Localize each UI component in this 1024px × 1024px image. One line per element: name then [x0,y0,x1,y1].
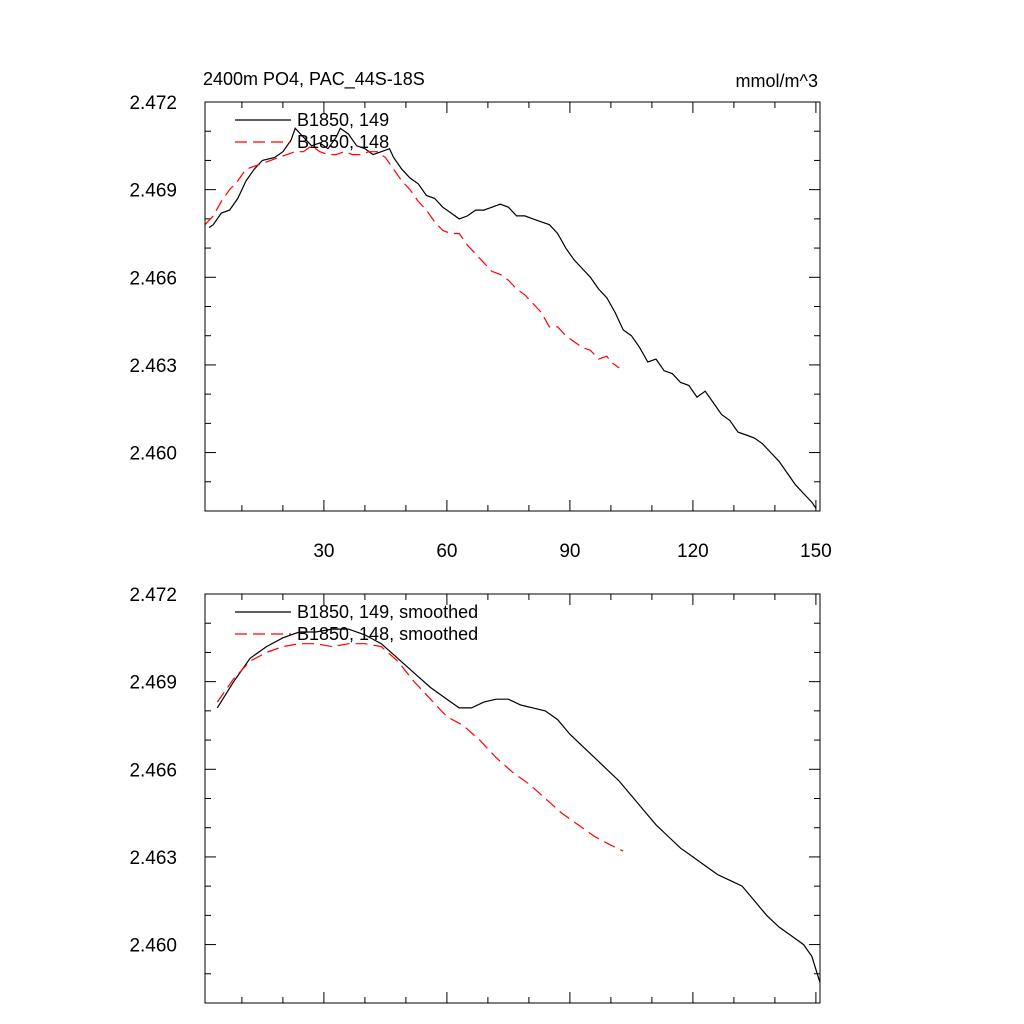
y-tick-label: 2.460 [129,936,177,957]
top-legend: B1850, 149 B1850, 148 [235,110,389,152]
top-axis-ticks [205,101,820,511]
bottom-panel: 2.460 2.463 2.466 2.469 2.472 B1850, 149… [129,585,821,1004]
bottom-series [216,628,821,983]
series-line-2 [216,643,624,852]
bottom-legend: B1850, 149, smoothed B1850, 148, smoothe… [235,602,478,644]
bottom-y-tick-labels: 2.460 2.463 2.466 2.469 2.472 [129,585,177,957]
chart-title: 2400m PO4, PAC_44S-18S [203,69,425,90]
legend-label: B1850, 148, smoothed [297,624,478,644]
legend-label: B1850, 148 [297,132,389,152]
units-label: mmol/m^3 [736,71,818,91]
top-panel: 2400m PO4, PAC_44S-18S mmol/m^3 2.460 2.… [129,69,831,562]
top-x-tick-labels: 30 60 90 120 150 [313,541,831,562]
legend-label: B1850, 149, smoothed [297,602,478,622]
x-tick-label: 150 [800,541,832,562]
series-line-1 [208,127,817,509]
series-line-1 [216,628,821,983]
y-tick-label: 2.469 [129,673,177,694]
legend-label: B1850, 149 [297,110,389,130]
x-tick-label: 30 [313,541,334,562]
x-tick-label: 60 [436,541,457,562]
y-tick-label: 2.460 [129,444,177,465]
series-line-2 [204,145,620,369]
y-tick-label: 2.472 [129,93,177,114]
bottom-axis-ticks [205,593,820,1003]
y-tick-label: 2.469 [129,181,177,202]
y-tick-label: 2.463 [129,356,177,377]
y-tick-label: 2.463 [129,848,177,869]
top-series [204,127,817,509]
top-y-tick-labels: 2.460 2.463 2.466 2.469 2.472 [129,93,177,465]
x-tick-label: 120 [677,541,709,562]
bottom-plot-frame [204,593,821,1004]
top-plot-frame [204,101,821,512]
y-tick-label: 2.472 [129,585,177,606]
y-tick-label: 2.466 [129,760,177,781]
x-tick-label: 90 [559,541,580,562]
y-tick-label: 2.466 [129,268,177,289]
